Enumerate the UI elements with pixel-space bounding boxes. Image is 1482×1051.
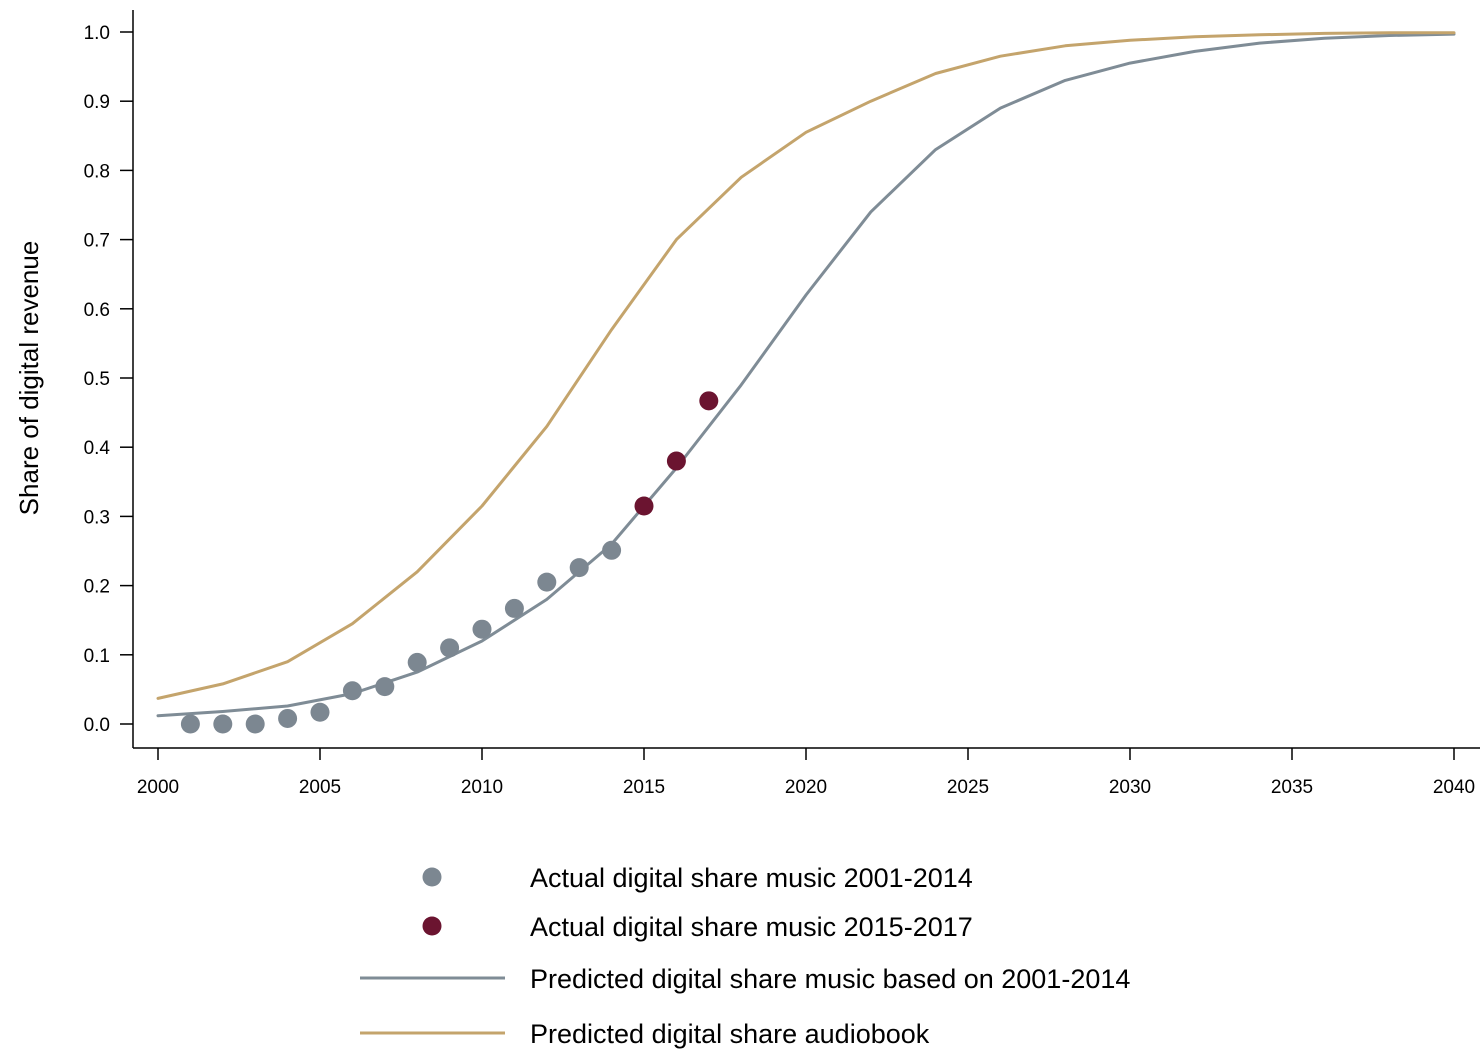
data-point-series-0 — [569, 558, 589, 578]
y-tick-label: 0.6 — [84, 300, 110, 321]
x-tick-label: 2005 — [299, 777, 341, 798]
x-tick-label: 2035 — [1271, 777, 1313, 798]
x-tick-label: 2030 — [1109, 777, 1151, 798]
y-tick-label: 0.4 — [84, 438, 111, 459]
data-point-series-0 — [180, 714, 200, 734]
data-point-series-0 — [440, 638, 460, 658]
legend-label: Actual digital share music 2001-2014 — [530, 863, 973, 893]
y-tick-label: 1.0 — [84, 23, 110, 44]
data-point-series-0 — [537, 572, 557, 592]
axes — [132, 10, 1480, 749]
series-points — [180, 391, 719, 734]
data-point-series-0 — [504, 598, 524, 618]
y-ticks: 0.0 0.1 0.2 0.3 0.4 0.5 0.6 0.7 0.8 0.9 1.0 — [84, 23, 133, 736]
y-tick-label: 0.5 — [84, 369, 110, 390]
data-point-series-0 — [245, 714, 265, 734]
data-point-series-0 — [472, 619, 492, 639]
y-tick-label: 0.3 — [84, 507, 110, 528]
x-tick-label: 2040 — [1433, 777, 1475, 798]
y-tick-label: 0.1 — [84, 646, 110, 667]
y-tick-label: 0.2 — [84, 577, 110, 598]
data-point-series-0 — [213, 714, 233, 734]
data-point-series-1 — [699, 391, 719, 411]
data-point-series-1 — [634, 496, 654, 516]
legend-marker-swatch — [422, 867, 442, 887]
series-line-2 — [156, 32, 1456, 718]
x-tick-label: 2000 — [137, 777, 179, 798]
data-point-series-0 — [407, 652, 427, 672]
x-tick-label: 2025 — [947, 777, 989, 798]
legend-label: Actual digital share music 2015-2017 — [530, 912, 973, 942]
y-tick-label: 0.0 — [84, 715, 110, 736]
y-tick-label: 0.9 — [84, 92, 110, 113]
legend: Actual digital share music 2001-2014 Actu… — [360, 863, 1130, 1049]
data-point-series-0 — [602, 540, 622, 560]
data-point-series-0 — [375, 677, 395, 697]
legend-marker-swatch — [422, 916, 442, 936]
data-point-series-0 — [310, 702, 330, 722]
x-ticks: 2000 2005 2010 2015 2020 2025 2030 2035 2040 — [137, 748, 1475, 798]
x-tick-label: 2020 — [785, 777, 827, 798]
y-tick-label: 0.8 — [84, 161, 110, 182]
series-line-3 — [156, 31, 1456, 700]
data-point-series-0 — [342, 681, 362, 701]
legend-label: Predicted digital share audiobook — [530, 1019, 930, 1049]
data-point-series-1 — [666, 451, 686, 471]
legend-label: Predicted digital share music based on 2… — [530, 964, 1130, 994]
y-tick-label: 0.7 — [84, 231, 110, 252]
series-lines — [156, 31, 1456, 718]
x-tick-label: 2010 — [461, 777, 503, 798]
x-tick-label: 2015 — [623, 777, 665, 798]
data-point-series-0 — [278, 708, 298, 728]
y-axis-title: Share of digital revenue — [14, 241, 44, 516]
